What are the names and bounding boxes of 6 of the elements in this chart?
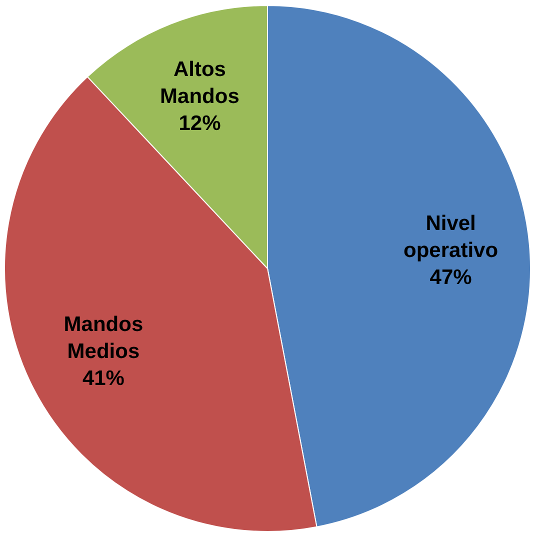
slice-label: Nivel operativo	[404, 212, 498, 262]
data-label: 41%	[82, 366, 125, 390]
data-label: 12%	[178, 112, 222, 136]
slice-label: Mandos Medios	[64, 312, 144, 363]
data-label: 47%	[430, 266, 472, 289]
slice-label: Altos Mandos	[160, 58, 240, 108]
